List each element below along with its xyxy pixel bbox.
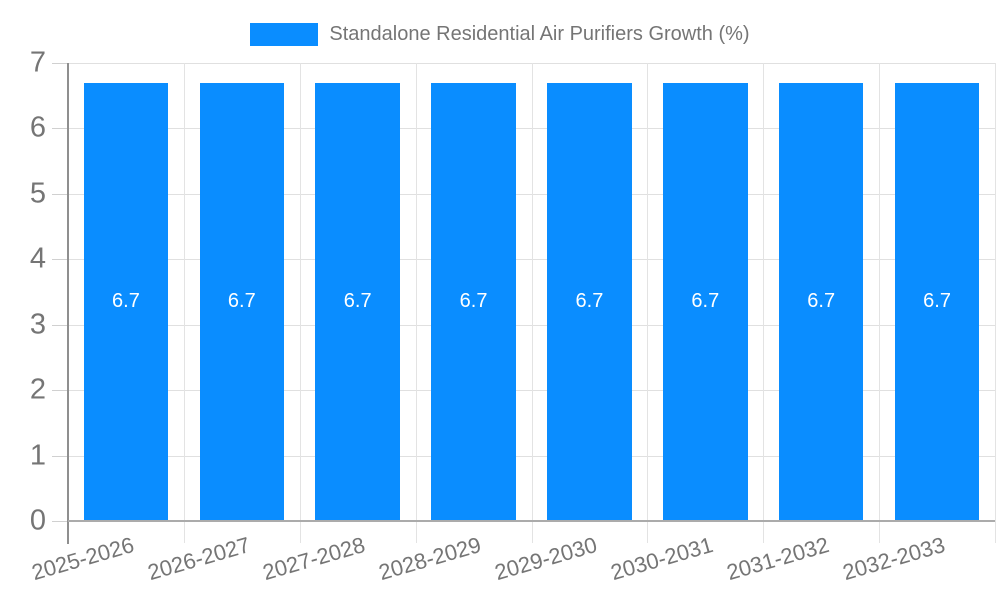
x-tick-label: 2031-2032: [723, 532, 832, 586]
bar-value-label: 6.7: [575, 290, 604, 313]
y-axis-line: [67, 63, 69, 544]
y-tick-mark: [52, 193, 68, 195]
y-tick-label: 0: [29, 504, 46, 537]
x-grid-line: [531, 63, 533, 543]
bar: 6.7: [199, 82, 285, 521]
x-grid-line: [763, 63, 765, 543]
y-tick-label: 1: [29, 439, 46, 472]
bar: 6.7: [83, 82, 169, 521]
bar-value-label: 6.7: [112, 290, 140, 313]
y-tick-label: 3: [29, 308, 46, 341]
x-baseline: [68, 520, 995, 522]
x-grid-line: [183, 63, 185, 543]
y-tick-label: 7: [29, 46, 46, 79]
x-tick-label: 2029-2030: [492, 532, 601, 586]
y-tick-mark: [52, 128, 68, 130]
y-tick-label: 2: [29, 373, 46, 406]
bar-value-label: 6.7: [343, 290, 372, 313]
bar: 6.7: [894, 82, 980, 521]
bar-value-label: 6.7: [807, 290, 836, 313]
x-grid-line: [647, 63, 649, 543]
y-tick-mark: [52, 521, 68, 522]
x-tick-label: 2028-2029: [376, 532, 485, 586]
x-grid-line: [415, 63, 417, 543]
x-grid-line: [879, 63, 881, 543]
bar-value-label: 6.7: [459, 290, 488, 313]
y-tick-mark: [52, 324, 68, 326]
x-grid-line: [299, 63, 301, 543]
y-tick-mark: [52, 63, 68, 64]
y-tick-label: 4: [29, 242, 46, 275]
x-tick-label: 2032-2033: [839, 532, 948, 586]
bar: 6.7: [663, 82, 748, 521]
bar-value-label: 6.7: [923, 290, 951, 313]
x-tick-label: 2027-2028: [260, 532, 369, 586]
x-tick-label: 2026-2027: [144, 532, 253, 586]
legend: Standalone Residential Air Purifiers Gro…: [0, 14, 1000, 54]
y-tick-label: 6: [29, 111, 46, 144]
bar: 6.7: [431, 82, 516, 521]
x-tick-label: 2025-2026: [28, 532, 137, 586]
bar: 6.7: [315, 82, 400, 521]
bar-value-label: 6.7: [227, 290, 256, 313]
legend-swatch: [250, 22, 319, 46]
x-grid-line: [995, 63, 996, 543]
bar: 6.7: [778, 82, 864, 521]
plot-area: 6.7 6.7 6.7 6.7 6.7 6.7 6.7 6.7: [68, 63, 996, 543]
chart-title: Standalone Residential Air Purifiers Gro…: [329, 22, 750, 45]
bar: 6.7: [547, 82, 632, 521]
y-tick-mark: [52, 390, 68, 392]
y-tick-mark: [52, 455, 68, 457]
bar-value-label: 6.7: [691, 290, 720, 313]
y-tick-mark: [52, 259, 68, 261]
y-tick-label: 5: [29, 177, 46, 210]
x-tick-label: 2030-2031: [607, 532, 716, 586]
